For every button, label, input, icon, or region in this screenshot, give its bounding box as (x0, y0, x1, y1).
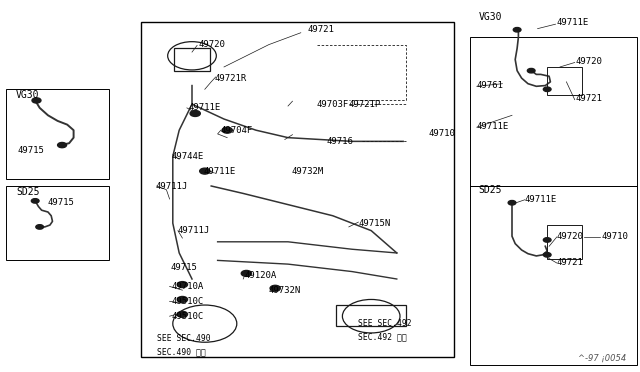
Text: SEE SEC.490: SEE SEC.490 (157, 334, 211, 343)
Text: 49703F: 49703F (317, 100, 349, 109)
Text: 49711E: 49711E (477, 122, 509, 131)
Bar (470, 186, 637, 365)
Text: SEC.490 参照: SEC.490 参照 (157, 347, 206, 356)
Text: 49510C: 49510C (172, 297, 204, 306)
Text: 49704F: 49704F (221, 126, 253, 135)
Text: 49711E: 49711E (557, 18, 589, 27)
Circle shape (241, 270, 252, 276)
Bar (547, 225, 582, 259)
Bar (470, 37, 637, 186)
Circle shape (543, 253, 551, 257)
Text: 49720: 49720 (198, 40, 225, 49)
Circle shape (543, 238, 551, 242)
Circle shape (36, 225, 44, 229)
Circle shape (527, 68, 535, 73)
Bar (336, 305, 406, 326)
Circle shape (513, 28, 521, 32)
Text: 49120A: 49120A (244, 271, 276, 280)
Bar (547, 67, 582, 95)
Text: 49721: 49721 (557, 258, 584, 267)
Circle shape (508, 201, 516, 205)
Text: VG30: VG30 (479, 12, 502, 22)
Text: 49711J: 49711J (156, 182, 188, 190)
Bar (6, 89, 109, 179)
Circle shape (200, 168, 210, 174)
Text: 49716: 49716 (326, 137, 353, 146)
Circle shape (177, 296, 188, 302)
Circle shape (177, 282, 188, 288)
Text: SEE SEC.492: SEE SEC.492 (358, 319, 412, 328)
Text: 49721P: 49721P (349, 100, 381, 109)
Text: 49720: 49720 (557, 232, 584, 241)
Circle shape (270, 285, 280, 291)
Text: 49711J: 49711J (177, 226, 209, 235)
Text: 49710: 49710 (429, 129, 456, 138)
Text: 49732N: 49732N (269, 286, 301, 295)
Text: SD25: SD25 (16, 187, 40, 196)
Circle shape (32, 98, 41, 103)
Bar (141, 22, 454, 357)
Text: 49510C: 49510C (172, 312, 204, 321)
Text: 49711E: 49711E (204, 167, 236, 176)
Bar (6, 186, 109, 260)
Text: 49710A: 49710A (172, 282, 204, 291)
Text: SD25: SD25 (479, 185, 502, 195)
Circle shape (177, 311, 188, 317)
Text: 49721: 49721 (576, 94, 603, 103)
Text: 49715: 49715 (18, 146, 45, 155)
Text: 49732M: 49732M (291, 167, 323, 176)
Text: SEC.492 参照: SEC.492 参照 (358, 332, 407, 341)
Text: 49715: 49715 (48, 198, 75, 207)
Text: 49721R: 49721R (214, 74, 246, 83)
Text: ^-97 ¡0054: ^-97 ¡0054 (578, 354, 626, 363)
Circle shape (543, 87, 551, 92)
Text: 49715: 49715 (171, 263, 198, 272)
Circle shape (58, 142, 67, 148)
Text: 49744E: 49744E (172, 152, 204, 161)
Text: 49715N: 49715N (358, 219, 390, 228)
Text: 49720: 49720 (576, 57, 603, 66)
Text: 49710: 49710 (602, 232, 628, 241)
Circle shape (222, 127, 232, 133)
Bar (174, 48, 210, 71)
Circle shape (190, 110, 200, 116)
Text: 49761: 49761 (477, 81, 504, 90)
Text: 49711E: 49711E (189, 103, 221, 112)
Circle shape (31, 199, 39, 203)
Text: 49711E: 49711E (525, 195, 557, 203)
Text: 49721: 49721 (307, 25, 334, 34)
Text: VG30: VG30 (16, 90, 40, 100)
